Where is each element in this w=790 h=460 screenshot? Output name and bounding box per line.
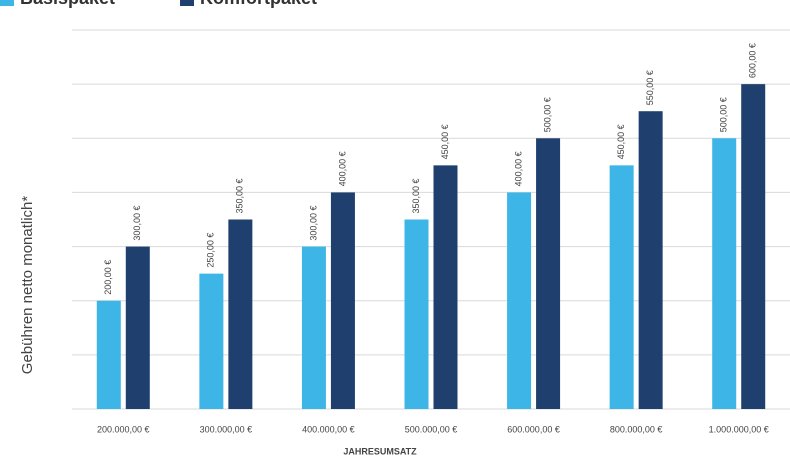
data-label: 600,00 € <box>748 43 758 78</box>
x-tick-label: 200.000,00 € <box>97 424 150 434</box>
data-label: 500,00 € <box>542 97 552 132</box>
legend-label: Komfortpaket <box>200 0 317 8</box>
data-label: 300,00 € <box>132 206 142 241</box>
x-tick-label: 1.000.000,00 € <box>709 424 769 434</box>
bar <box>199 273 224 409</box>
bar <box>507 192 532 409</box>
y-axis-label: Gebühren netto monatlich* <box>19 196 36 375</box>
bar <box>609 165 634 409</box>
bar <box>741 84 766 410</box>
bar <box>638 111 663 409</box>
data-label: 400,00 € <box>513 151 523 186</box>
bar <box>125 246 150 409</box>
bar <box>96 300 121 409</box>
bar <box>536 138 561 410</box>
bar <box>330 192 355 409</box>
data-label: 400,00 € <box>337 151 347 186</box>
x-tick-label: 600.000,00 € <box>507 424 560 434</box>
data-label: 350,00 € <box>235 178 245 213</box>
data-label: 350,00 € <box>411 178 421 213</box>
data-label: 250,00 € <box>206 233 216 268</box>
x-tick-label: 500.000,00 € <box>405 424 458 434</box>
data-label: 550,00 € <box>645 70 655 105</box>
bar <box>404 219 429 409</box>
data-label: 450,00 € <box>440 124 450 159</box>
x-axis-label: JAHRESUMSATZ <box>343 446 417 456</box>
legend-label: Basispaket <box>20 0 115 8</box>
bar <box>301 246 326 409</box>
x-tick-label: 800.000,00 € <box>610 424 663 434</box>
data-label: 450,00 € <box>616 124 626 159</box>
bar <box>712 138 737 410</box>
bar <box>228 219 253 409</box>
legend-swatch <box>0 0 14 6</box>
x-tick-label: 300.000,00 € <box>200 424 253 434</box>
data-label: 200,00 € <box>103 260 113 295</box>
data-label: 500,00 € <box>719 97 729 132</box>
legend-swatch <box>180 0 194 6</box>
bar <box>433 165 458 409</box>
data-label: 300,00 € <box>308 206 318 241</box>
x-tick-label: 400.000,00 € <box>302 424 355 434</box>
